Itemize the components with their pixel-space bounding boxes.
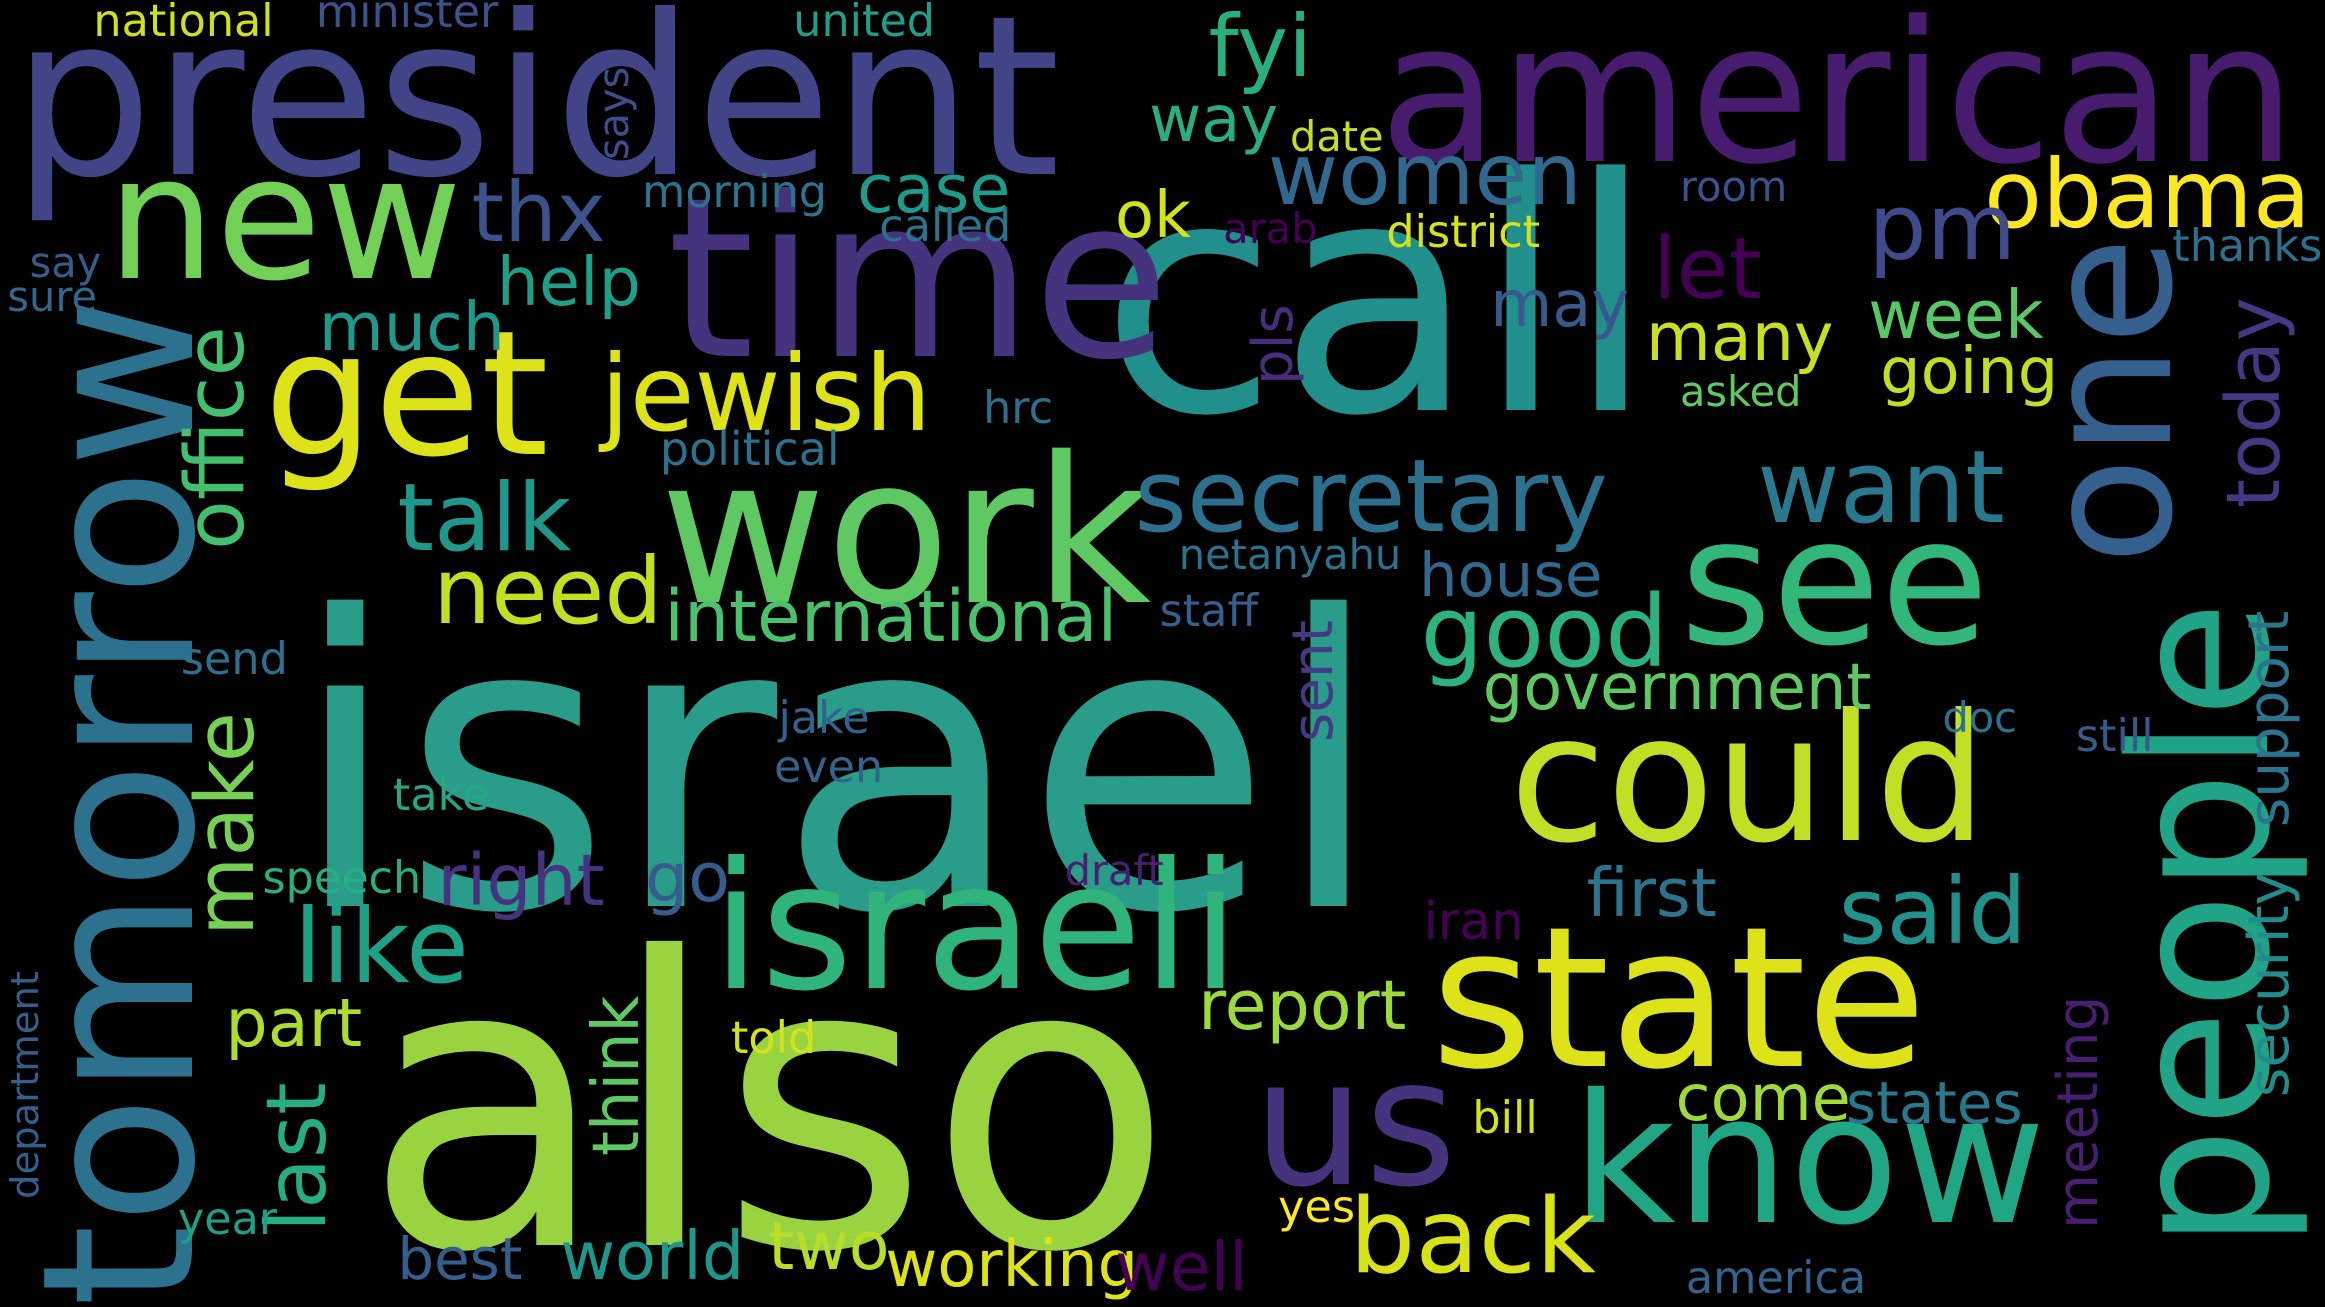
word-time: time <box>667 151 1170 410</box>
word-pls: pls <box>1240 304 1306 385</box>
word-take: take <box>392 770 490 821</box>
word-secretary: secretary <box>1134 437 1608 556</box>
word-district: district <box>1386 206 1541 258</box>
word-yes: yes <box>1278 1182 1355 1234</box>
word-working: working <box>885 1227 1139 1302</box>
word-week: week <box>1868 275 2044 354</box>
word-know: know <box>1571 1055 2046 1265</box>
word-world: world <box>560 1217 745 1296</box>
word-state: state <box>1430 884 1927 1113</box>
word-much: much <box>318 287 506 366</box>
word-fyi: fyi <box>1208 0 1313 98</box>
word-minister: minister <box>315 0 499 39</box>
word-government: government <box>1482 650 1872 725</box>
word-morning: morning <box>642 166 828 218</box>
word-way: way <box>1149 82 1279 157</box>
word-want: want <box>1757 428 2005 547</box>
word-israel: israel <box>289 533 1385 1003</box>
word-right: right <box>437 839 605 923</box>
word-states: states <box>1846 1069 2023 1138</box>
word-staff: staff <box>1159 586 1259 638</box>
word-date: date <box>1290 111 1384 161</box>
word-two: two <box>768 1206 890 1285</box>
word-think: think <box>579 995 654 1157</box>
word-say: say <box>29 237 102 287</box>
word-international: international <box>664 575 1118 659</box>
word-draft: draft <box>1064 845 1164 895</box>
word-help: help <box>496 243 641 322</box>
word-support: support <box>2236 610 2302 827</box>
word-good: good <box>1420 574 1669 690</box>
word-office: office <box>167 326 263 551</box>
word-make: make <box>178 711 274 936</box>
word-go: go <box>645 839 731 919</box>
word-still: still <box>2075 710 2154 762</box>
word-bill: bill <box>1472 1093 1538 1145</box>
word-called: called <box>879 200 1012 252</box>
word-jake: jake <box>778 692 870 744</box>
word-first: first <box>1586 854 1717 932</box>
word-well: well <box>1115 1227 1248 1306</box>
word-part: part <box>225 984 363 1063</box>
word-get: get <box>263 293 549 496</box>
word-also: also <box>363 873 1174 1307</box>
word-doc: doc <box>1942 692 2017 742</box>
word-women: women <box>1267 124 1582 225</box>
word-united: united <box>793 0 936 47</box>
word-sure: sure <box>7 271 98 321</box>
word-see: see <box>1679 478 1990 685</box>
word-back: back <box>1349 1177 1596 1298</box>
word-house: house <box>1419 540 1603 611</box>
word-told: told <box>731 1013 817 1065</box>
word-national: national <box>93 0 274 47</box>
word-may: may <box>1490 268 1630 343</box>
word-jewish: jewish <box>600 332 932 456</box>
word-said: said <box>1838 857 2027 965</box>
word-political: political <box>659 422 840 477</box>
word-best: best <box>397 1224 523 1293</box>
word-let: let <box>1653 219 1762 318</box>
word-netanyahu: netanyahu <box>1178 529 1402 579</box>
word-department: department <box>3 971 49 1200</box>
word-like: like <box>293 888 469 1008</box>
word-american: american <box>1378 0 2297 209</box>
word-security: security <box>2236 871 2302 1097</box>
word-meeting: meeting <box>2045 996 2111 1230</box>
word-room: room <box>1679 162 1788 212</box>
word-thx: thx <box>471 163 606 261</box>
word-president: president <box>11 0 1061 227</box>
word-talk: talk <box>397 463 572 573</box>
word-hrc: hrc <box>983 383 1054 434</box>
word-thanks: thanks <box>2172 221 2323 273</box>
word-iran: iran <box>1423 892 1524 953</box>
word-year: year <box>177 1194 278 1246</box>
word-many: many <box>1645 297 1834 376</box>
word-work: work <box>659 413 1152 650</box>
word-could: could <box>1509 675 1988 882</box>
word-speech: speech <box>262 853 422 905</box>
word-ok: ok <box>1115 179 1191 254</box>
word-need: need <box>432 537 663 645</box>
word-today: today <box>2210 296 2297 508</box>
word-send: send <box>180 633 288 685</box>
word-israeli: israeli <box>711 824 1240 1031</box>
word-new: new <box>106 118 463 320</box>
word-asked: asked <box>1679 366 1802 416</box>
word-arab: arab <box>1223 203 1318 253</box>
word-come: come <box>1675 1061 1851 1136</box>
word-america: america <box>1685 1253 1867 1305</box>
word-obama: obama <box>1983 140 2311 251</box>
word-case: case <box>857 149 1011 228</box>
word-going: going <box>1880 335 2059 410</box>
word-pm: pm <box>1868 174 2017 282</box>
word-sent: sent <box>1280 620 1346 742</box>
word-even: even <box>774 741 884 793</box>
word-us: us <box>1252 1019 1457 1226</box>
word-report: report <box>1198 966 1407 1046</box>
word-call: call <box>1100 110 1656 487</box>
word-says: says <box>589 66 639 160</box>
